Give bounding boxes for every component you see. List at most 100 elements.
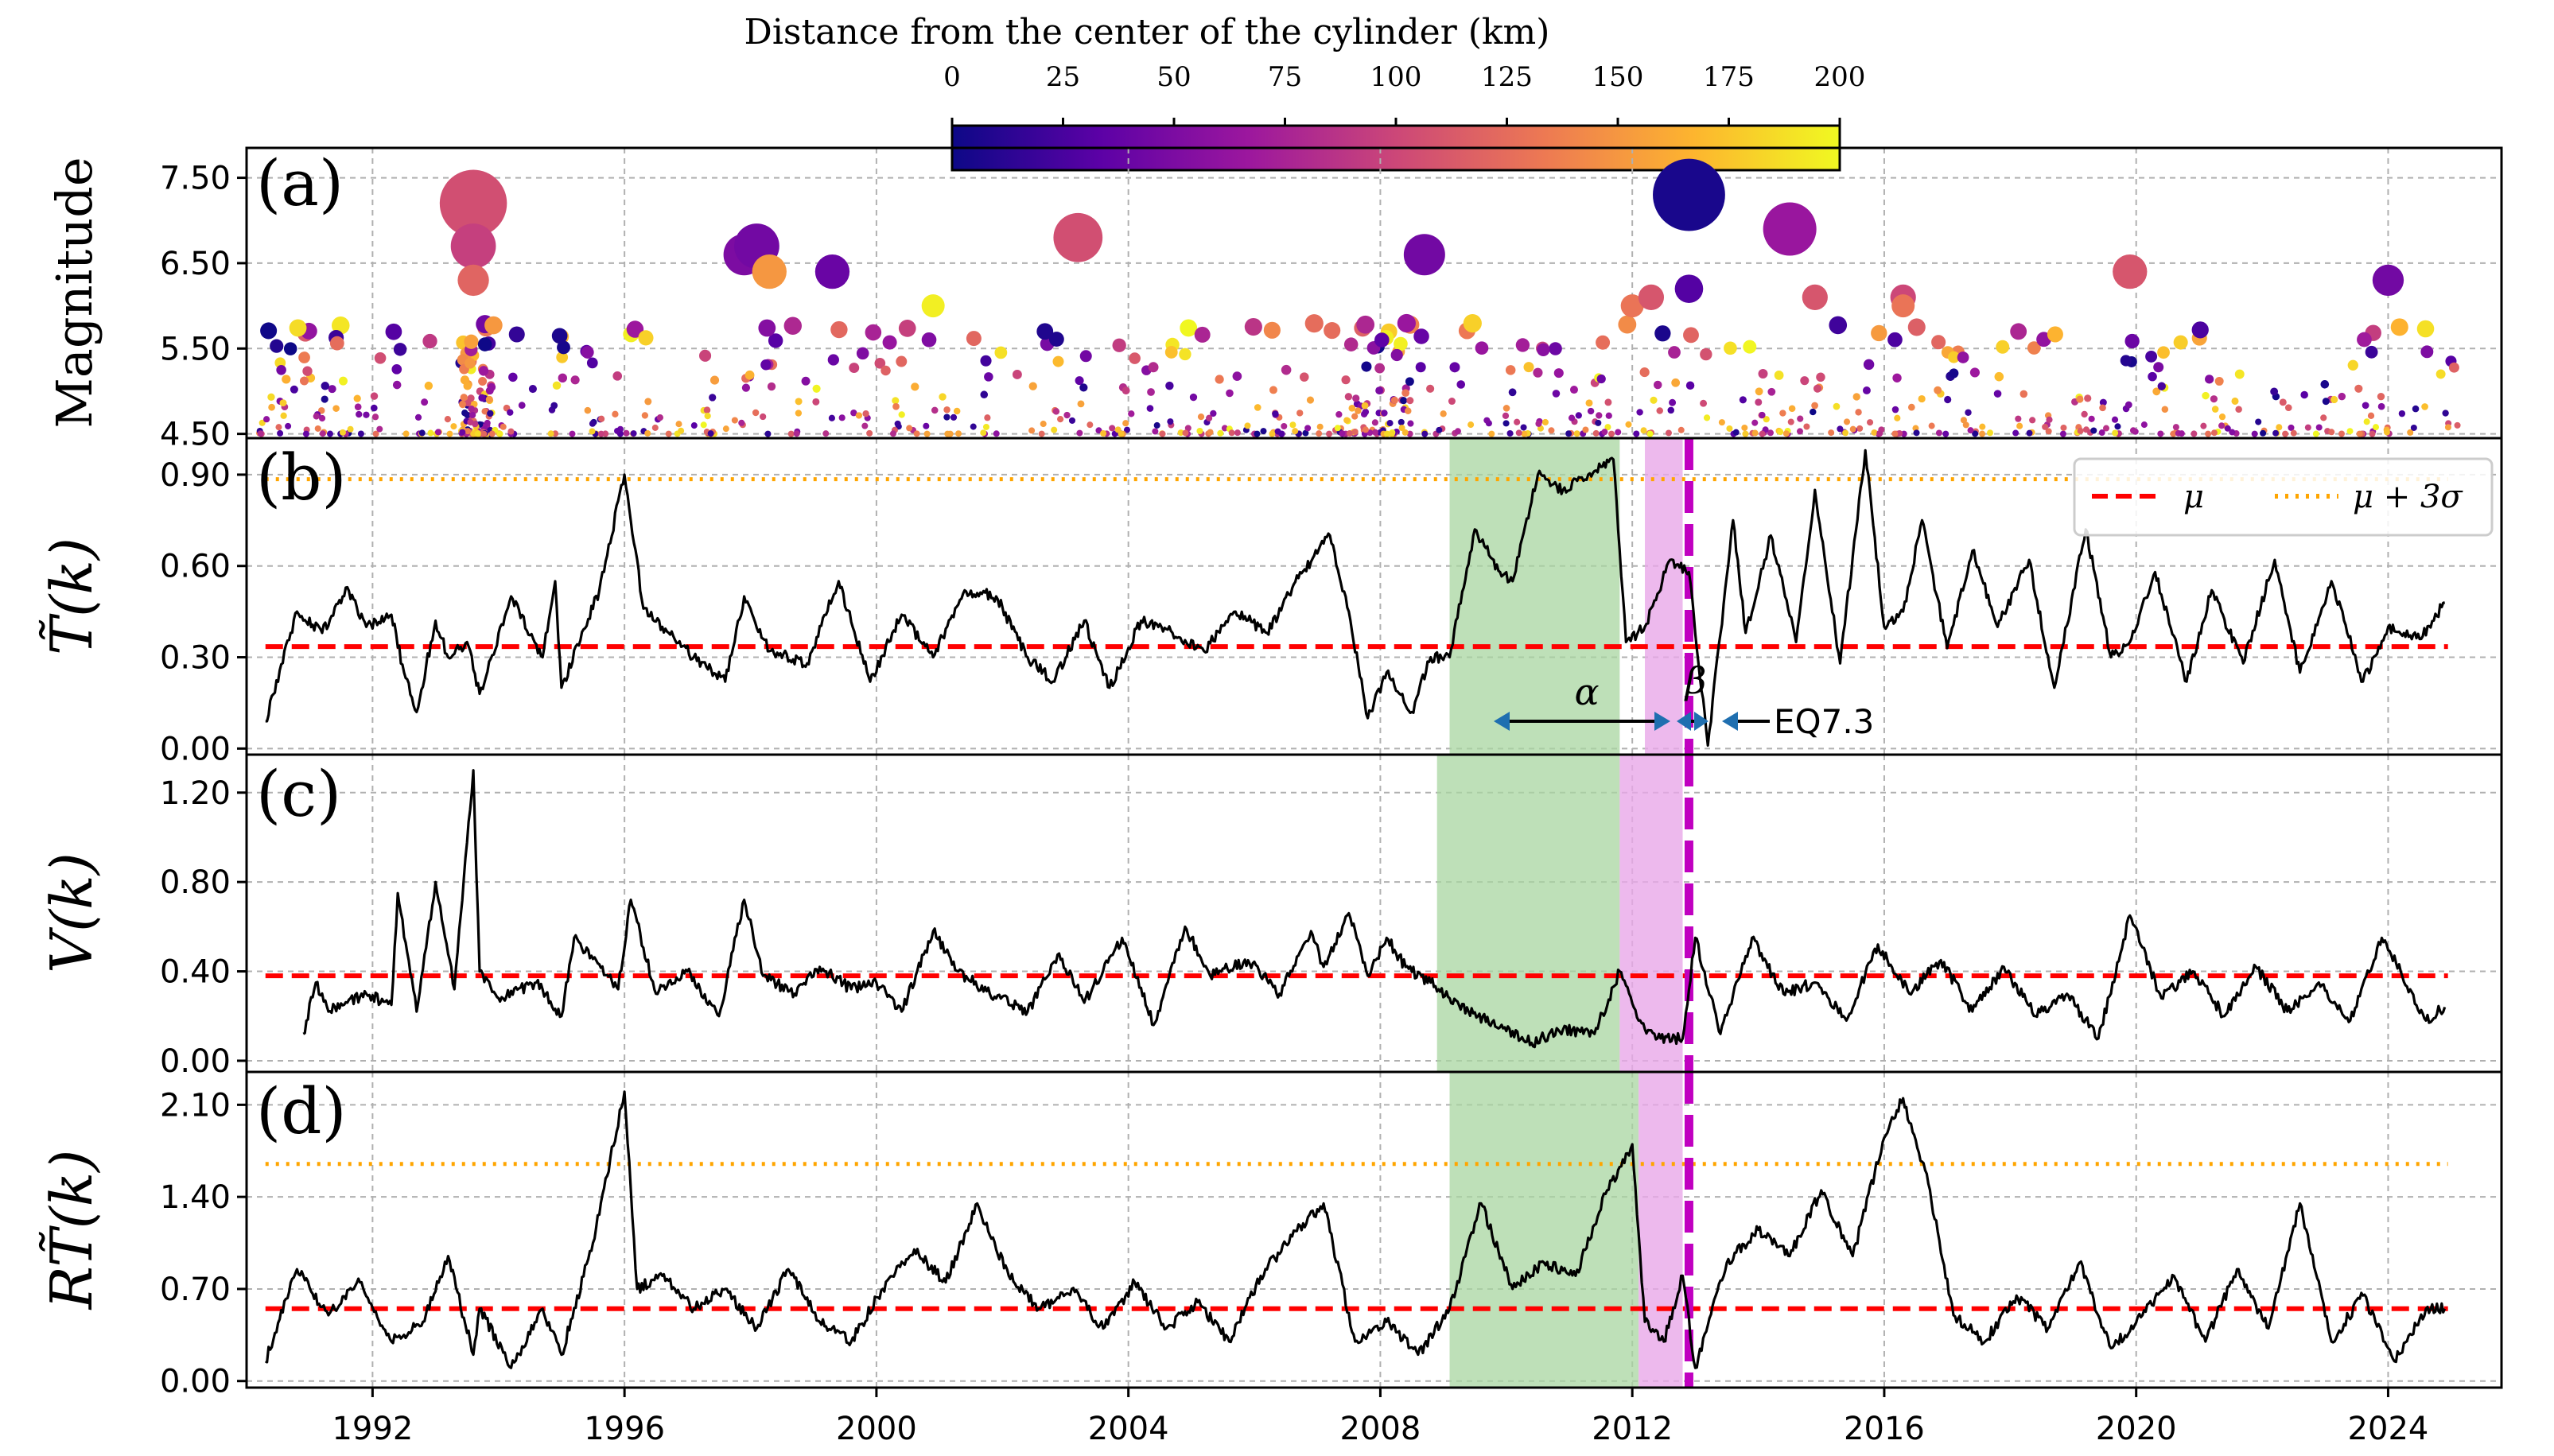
earthquake-point: [1502, 412, 1510, 420]
shading-d: [1449, 1072, 1683, 1388]
earthquake-point: [1048, 332, 1064, 347]
earthquake-point: [2276, 424, 2283, 431]
earthquake-point: [465, 357, 476, 369]
earthquake-point: [1052, 408, 1060, 415]
earthquake-point: [2279, 398, 2287, 406]
x-tick-label: 2016: [1844, 1411, 1925, 1447]
earthquake-point: [2362, 402, 2369, 410]
earthquake-point: [2205, 375, 2214, 384]
earthquake-point: [795, 398, 803, 406]
earthquake-point: [2377, 402, 2385, 410]
earthquake-point: [1302, 429, 1309, 437]
earthquake-point: [1892, 373, 1902, 382]
earthquake-point: [849, 363, 860, 374]
earthquake-point: [1987, 429, 1994, 437]
earthquake-point: [767, 382, 776, 391]
earthquake-point: [347, 425, 354, 433]
earthquake-point: [277, 429, 284, 437]
earthquake-point: [898, 320, 916, 337]
reference-lines-c: [265, 755, 2448, 1072]
earthquake-point: [302, 430, 309, 437]
earthquake-point: [1759, 411, 1766, 419]
earthquake-point: [1843, 418, 1851, 425]
earthquake-point: [2270, 387, 2279, 396]
earthquake-point: [2218, 422, 2226, 429]
earthquake-point: [2320, 379, 2330, 389]
earthquake-point: [1703, 414, 1711, 421]
y-tick-label: 0.30: [160, 640, 231, 677]
earthquake-point: [1724, 341, 1737, 355]
earthquake-point: [1289, 421, 1296, 429]
earthquake-point: [1226, 389, 1234, 398]
earthquake-point: [2090, 427, 2097, 434]
earthquake-point: [707, 430, 714, 437]
earthquake-point-large: [921, 294, 945, 318]
earthquake-point-large: [450, 223, 496, 269]
earthquake-point: [332, 405, 340, 412]
earthquake-point: [376, 425, 383, 433]
earthquake-point: [2129, 427, 2136, 434]
earthquake-point: [1079, 350, 1092, 363]
earthquake-point: [980, 390, 989, 398]
earthquake-point: [2377, 392, 2385, 401]
alpha-window-shade: [1436, 755, 1620, 1072]
earthquake-point: [1949, 368, 1959, 379]
earthquake-point: [1650, 396, 1658, 404]
earthquake-point: [1887, 332, 1903, 347]
earthquake-point: [414, 414, 422, 421]
earthquake-point: [2320, 414, 2327, 421]
earthquake-point: [586, 357, 598, 369]
earthquake-point: [1343, 417, 1351, 424]
earthquake-point: [434, 429, 441, 436]
earthquake-point: [1811, 402, 1818, 410]
earthquake-point: [1601, 429, 1608, 436]
earthquake-point: [1521, 430, 1528, 437]
earthquake-point: [372, 430, 379, 437]
earthquake-point: [1401, 429, 1409, 436]
earthquake-point: [1463, 314, 1482, 333]
earthquake-point: [1942, 430, 1950, 437]
earthquake-point: [1148, 362, 1159, 373]
earthquake-point: [830, 320, 848, 339]
earthquake-point: [1755, 387, 1763, 396]
earthquake-point: [1244, 317, 1262, 336]
earthquake-point: [2200, 422, 2207, 429]
earthquake-point: [2111, 416, 2119, 423]
earthquake-point: [2407, 429, 2414, 436]
earthquake-point: [260, 322, 278, 340]
x-tick-label: 2024: [2348, 1411, 2429, 1447]
earthquake-point: [500, 423, 507, 430]
earthquake-point: [1671, 378, 1681, 387]
earthquake-point: [955, 430, 962, 437]
y-tick-label: 2.10: [160, 1087, 231, 1124]
earthquake-point: [2157, 346, 2170, 359]
earthquake-point: [1894, 414, 1901, 421]
earthquake-point: [2454, 421, 2461, 429]
legend-mu-label: μ: [2183, 479, 2204, 515]
earthquake-point: [1355, 407, 1362, 414]
earthquake-point: [1040, 421, 1047, 428]
earthquake-point: [1837, 425, 1844, 433]
earthquake-point: [1849, 425, 1856, 433]
earthquake-point: [699, 349, 712, 362]
earthquake-point: [1346, 429, 1353, 437]
earthquake-point: [547, 430, 554, 437]
earthquake-point: [913, 430, 920, 437]
earthquake-point: [2019, 390, 2028, 398]
earthquake-point: [2356, 430, 2363, 437]
earthquake-point: [2114, 423, 2121, 430]
earthquake-point: [1907, 318, 1926, 336]
earthquake-point: [460, 394, 468, 402]
earthquake-point: [1405, 407, 1412, 414]
earthquake-point: [2231, 397, 2239, 405]
earthquake-point: [1407, 420, 1414, 427]
earthquake-point: [354, 403, 362, 411]
earthquake-point: [2099, 398, 2107, 406]
earthquake-point: [690, 422, 698, 429]
earthquake-point: [1506, 430, 1514, 437]
earthquake-point: [1755, 398, 1763, 406]
earthquake-point: [1196, 427, 1203, 434]
legend-frame: [2073, 457, 2494, 537]
earthquake-point: [1281, 422, 1288, 430]
earthquake-point: [709, 394, 717, 402]
